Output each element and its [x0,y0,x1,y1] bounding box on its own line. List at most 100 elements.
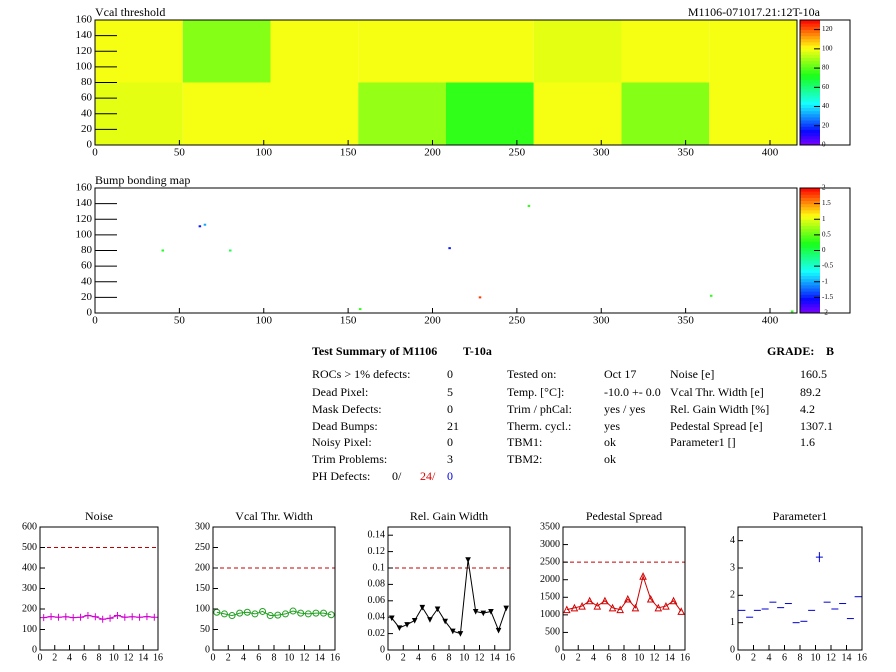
colorbar-step [800,129,820,133]
colorbar-step [800,284,820,289]
x-tick-label: 6 [431,652,436,663]
colorbar-step [800,244,820,248]
z-tick-label: 1 [822,215,826,223]
summary-label: Rel. Gain Width [%] [670,402,769,416]
heat-cell [709,20,797,83]
colorbar-step [800,32,820,37]
z-tick-label: 60 [822,83,830,91]
marker [274,611,282,619]
colorbar-step [800,263,820,267]
x-tick-label: 2 [226,652,231,663]
colorbar-step [800,225,820,230]
colorbar-step [800,191,820,195]
y-tick-label: 3000 [540,539,560,550]
summary-value: 4.2 [800,402,815,416]
heat-cell [358,20,446,83]
x-tick-label: 6 [606,652,611,663]
heat-cell [446,20,534,83]
x-tick-label: 10 [109,652,119,663]
y-tick-label: 0.1 [373,562,386,573]
colorbar-step [800,209,820,214]
x-tick-label: 8 [798,652,803,663]
marker [213,608,221,616]
colorbar-step [800,26,820,30]
z-tick-label: 2 [822,184,826,192]
colorbar-step [800,213,820,217]
z-tick-label: -2 [822,309,828,317]
x-tick-label: 16 [680,652,690,663]
x-tick-label: 0 [386,652,391,663]
y-tick-label: 3500 [540,521,560,532]
marker [480,610,487,617]
x-tick-label: 8 [447,652,452,663]
chart-title: Pedestal Spread [586,509,662,523]
y-tick-label: 100 [22,624,37,635]
marker [47,613,55,621]
heat-cell [270,20,359,83]
y-tick-label: 600 [22,521,37,532]
marker [150,613,158,621]
marker [99,615,107,623]
y-tick-label: 80 [81,76,93,88]
summary-label: Trim Problems: [312,452,387,466]
colorbar-step [800,82,820,87]
colorbar-step [800,222,820,226]
colorbar-step [800,309,820,314]
z-tick-label: 0.5 [822,230,831,238]
x-tick-label: 14 [315,652,325,663]
marker [84,612,92,620]
y-tick-label: 160 [76,182,93,194]
chart-title: Rel. Gain Width [410,509,488,523]
y-tick-label: 60 [81,92,93,104]
x-tick-label: 250 [509,147,526,159]
y-tick-label: 0 [380,644,385,655]
bump-point [478,296,482,299]
marker [608,603,617,612]
marker [113,612,121,620]
y-tick-label: 1500 [540,592,560,603]
marker [236,609,244,617]
colorbar-step [800,41,820,46]
colorbar-step [800,303,820,308]
colorbar-step [800,123,820,127]
marker [639,572,647,580]
colorbar-step [800,51,820,55]
marker [601,596,609,605]
marker [320,609,328,617]
summary-label: Tested on: [507,367,556,381]
summary-label: Noise [e] [670,367,714,381]
colorbar-step [800,126,820,130]
series-line [43,615,155,620]
y-tick-label: 0 [87,139,93,151]
x-tick-label: 4 [67,652,72,663]
chart-title: Parameter1 [773,509,828,523]
marker [62,613,70,621]
x-tick-label: 4 [416,652,421,663]
x-tick-label: 14 [665,652,675,663]
colorbar-step [800,60,820,65]
x-tick-label: 400 [762,147,779,159]
y-tick-label: 4 [730,535,735,546]
x-tick-label: 0 [38,652,43,663]
heat-cell [446,82,534,145]
summary-title: Test Summary of M1106 [312,344,437,358]
y-tick-label: 20 [81,291,93,303]
y-tick-label: 0.12 [368,546,386,557]
colorbar-step [800,63,820,68]
z-tick-label: 0 [822,246,826,254]
x-tick-label: 12 [300,652,310,663]
x-tick-label: 10 [634,652,644,663]
y-tick-label: 300 [195,521,210,532]
marker [503,605,509,612]
colorbar-step [800,200,820,205]
z-tick-label: 40 [822,102,830,110]
colorbar-step [800,54,820,58]
chart-title: Bump bonding map [95,173,190,187]
bump-point [229,249,232,252]
x-tick-label: 6 [782,652,787,663]
summary-label: ROCs > 1% defects: [312,367,410,381]
heat-cell [182,82,271,145]
chart-title: Vcal Thr. Width [235,509,312,523]
colorbar-step [800,110,820,115]
summary-label: Trim / phCal: [507,402,572,416]
